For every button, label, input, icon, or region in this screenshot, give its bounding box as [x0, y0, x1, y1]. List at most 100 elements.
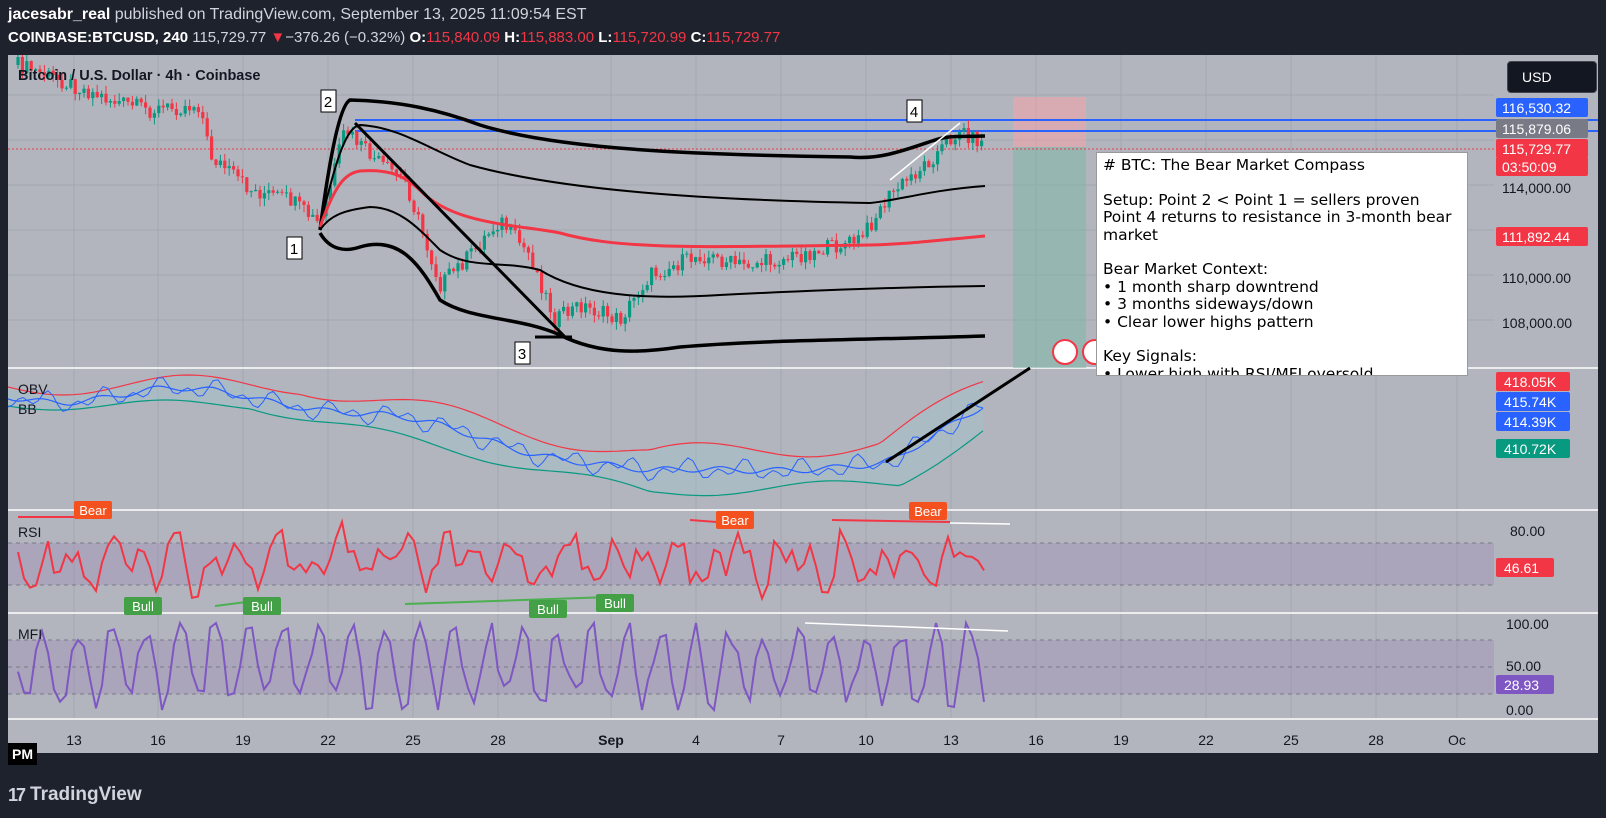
candle-body	[830, 240, 834, 242]
trendline-2-to-3[interactable]	[353, 121, 568, 340]
position-target-zone[interactable]	[1013, 147, 1086, 368]
upper-band-inner	[319, 123, 986, 226]
footer-logo[interactable]: 17 TradingView	[8, 784, 142, 806]
candle-body	[922, 161, 926, 171]
candle-body	[227, 166, 231, 169]
divergence-tag-bg	[74, 501, 112, 519]
candle-body	[575, 302, 579, 307]
candle-body	[900, 178, 904, 190]
candle-body	[777, 264, 781, 267]
analysis-note[interactable]: # BTC: The Bear Market Compass Setup: Poi…	[1096, 152, 1468, 376]
candle-body	[29, 61, 33, 71]
candle-body	[174, 109, 178, 116]
candle-body	[623, 317, 627, 324]
candle-body	[940, 144, 944, 152]
note-line: market	[1103, 225, 1159, 244]
candle-body	[975, 131, 979, 147]
obv-trendline[interactable]	[885, 366, 1031, 464]
price-label-bg	[1496, 139, 1588, 158]
candle-body	[289, 192, 293, 206]
candle-body	[812, 250, 816, 261]
candle-body	[865, 222, 869, 237]
note-line: Point 4 returns to resistance in 3-month…	[1103, 208, 1452, 226]
rsi-line	[17, 518, 985, 602]
candle-body	[254, 189, 258, 192]
candle-body	[364, 141, 368, 144]
mfi-tick-label: 0.00	[1506, 702, 1533, 718]
candle-body	[469, 248, 473, 252]
note-line: Key Signals:	[1103, 347, 1197, 365]
point-label-box	[514, 341, 531, 365]
currency-button[interactable]: USD	[1507, 61, 1597, 93]
rsi-value-bg	[1496, 558, 1554, 577]
bb-fill	[8, 375, 983, 496]
candle-body	[342, 130, 346, 145]
candle-body	[953, 139, 957, 145]
candle-body	[531, 252, 535, 269]
basis-line	[318, 169, 986, 249]
us-flag-icon[interactable]	[1052, 339, 1078, 365]
candle-body	[56, 74, 60, 80]
candle-body	[628, 300, 632, 318]
price-tick-label: 108,000.00	[1502, 315, 1572, 331]
rsi-white-line[interactable]	[949, 522, 1011, 525]
time-tick-label: 16	[1028, 732, 1044, 748]
candle-body	[887, 190, 891, 208]
price-label: 116,530.32	[1502, 100, 1571, 116]
candle-body	[768, 254, 772, 265]
symbol: COINBASE:BTCUSD	[8, 29, 155, 46]
candle-body	[368, 143, 372, 159]
candle-body	[790, 251, 794, 261]
chart-title: Bitcoin / U.S. Dollar · 4h · Coinbase	[18, 68, 261, 84]
change-arrow-icon: ▼	[270, 29, 286, 46]
point-label-box	[320, 89, 337, 113]
rsi-bull-divergence	[404, 596, 611, 605]
candle-body	[878, 206, 882, 219]
bb-label: BB	[18, 401, 37, 417]
candle-body	[412, 200, 416, 213]
divergence-tag-bg	[529, 600, 567, 618]
price-label-bg	[1496, 227, 1588, 246]
position-stop-zone[interactable]	[1013, 97, 1086, 147]
candle-body	[438, 277, 442, 292]
mfi-white-line[interactable]	[804, 622, 1009, 632]
publisher-user[interactable]: jacesabr_real	[8, 6, 111, 23]
candle-body	[698, 257, 702, 262]
candle-body	[78, 92, 82, 95]
time-tick-label: 4	[692, 732, 700, 748]
time-tick-label: 19	[235, 732, 251, 748]
obv-pane	[7, 374, 984, 497]
candle-body	[650, 267, 654, 286]
candle-body	[144, 102, 148, 108]
upper-band-outer	[318, 98, 986, 231]
price-tick-label: 110,000.00	[1502, 270, 1571, 286]
candle-body	[773, 264, 777, 267]
candle-body	[210, 136, 214, 160]
candle-body	[826, 240, 830, 255]
candle-body	[315, 214, 319, 221]
obv-value-bg	[1496, 412, 1570, 431]
candle-body	[122, 97, 126, 102]
candle-body	[909, 174, 913, 181]
candle-body	[905, 178, 909, 181]
candle-body	[496, 229, 500, 232]
candle-body	[944, 139, 948, 145]
candle-body	[636, 296, 640, 299]
candle-body	[408, 179, 412, 201]
rsi-band	[8, 543, 1494, 585]
candle-body	[553, 312, 557, 328]
candle-body	[711, 254, 715, 258]
candle-body	[271, 190, 275, 193]
open-value: 115,840.09	[426, 29, 501, 46]
trendline-to-4[interactable]	[889, 122, 961, 181]
candle-body	[108, 100, 112, 103]
price-axis: 114,000.00112,000.00110,000.00108,000.00…	[1496, 98, 1588, 718]
candle-body	[474, 248, 478, 250]
candle-body	[614, 312, 618, 323]
candle-body	[47, 70, 51, 77]
interval: , 240	[154, 29, 189, 46]
candle-body	[720, 256, 724, 268]
candle-body	[694, 257, 698, 262]
candle-body	[298, 196, 302, 202]
candle-body	[386, 161, 390, 163]
